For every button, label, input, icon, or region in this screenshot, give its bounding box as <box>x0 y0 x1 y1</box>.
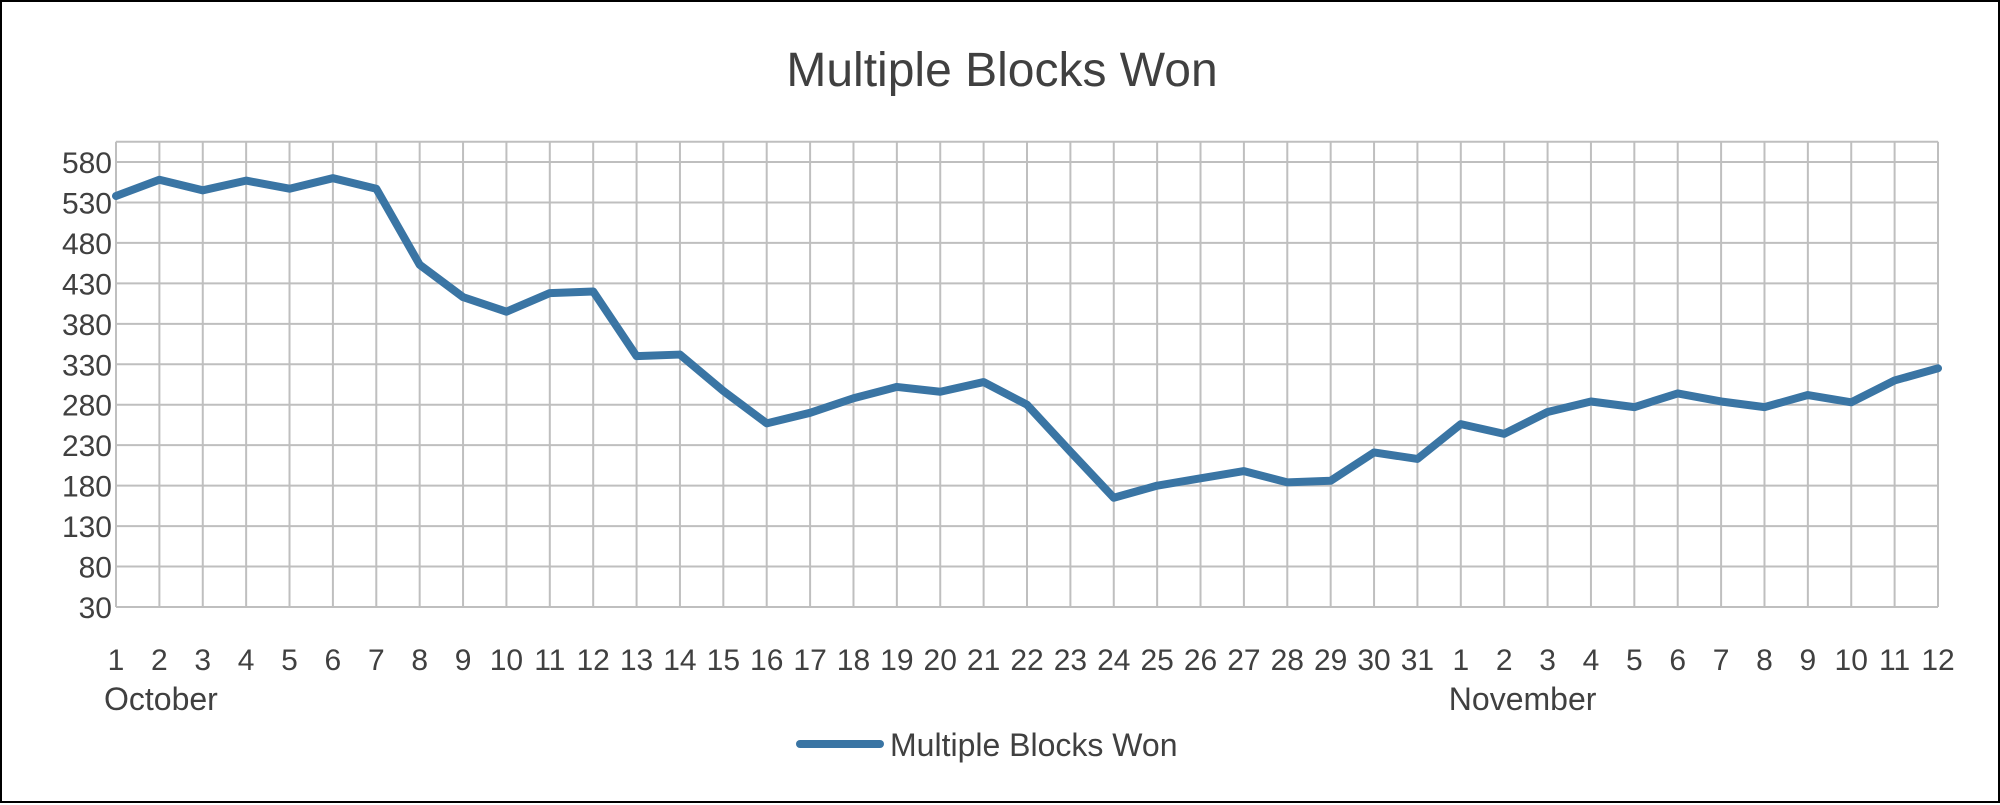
y-tick-label: 380 <box>62 309 112 342</box>
y-tick-label: 180 <box>62 471 112 504</box>
y-tick-label: 580 <box>62 147 112 180</box>
x-tick-label: 20 <box>924 644 957 677</box>
x-tick-label: 12 <box>577 644 610 677</box>
x-tick-label: 16 <box>750 644 783 677</box>
x-tick-label: 3 <box>194 644 211 677</box>
x-tick-label: 10 <box>490 644 523 677</box>
x-tick-label: 7 <box>368 644 385 677</box>
x-tick-label: 10 <box>1835 644 1868 677</box>
x-tick-label: 15 <box>707 644 740 677</box>
x-tick-label: 25 <box>1140 644 1173 677</box>
x-tick-label: 8 <box>1756 644 1773 677</box>
chart-title: Multiple Blocks Won <box>786 44 1217 97</box>
x-tick-label: 29 <box>1314 644 1347 677</box>
x-tick-label: 27 <box>1227 644 1260 677</box>
x-tick-label: 30 <box>1357 644 1390 677</box>
series-line <box>112 174 1942 502</box>
x-tick-label: 22 <box>1010 644 1043 677</box>
y-tick-label: 430 <box>62 268 112 301</box>
y-tick-label: 480 <box>62 228 112 261</box>
x-tick-label: 14 <box>663 644 696 677</box>
x-tick-label: 24 <box>1097 644 1130 677</box>
x-tick-label: 28 <box>1271 644 1304 677</box>
x-tick-label: 11 <box>1879 644 1910 677</box>
legend-label: Multiple Blocks Won <box>890 727 1178 763</box>
y-tick-label: 30 <box>79 592 112 625</box>
x-tick-label: 5 <box>1626 644 1643 677</box>
y-axis-ticks: 30 80 130 180 230 280 330 380 430 480 530 580 <box>62 147 112 625</box>
x-tick-label: 11 <box>534 644 565 677</box>
x-tick-label: 31 <box>1401 644 1434 677</box>
x-axis-month-labels: October November <box>104 681 1597 717</box>
x-tick-label: 7 <box>1713 644 1730 677</box>
x-tick-label: 1 <box>108 644 125 677</box>
x-tick-label: 13 <box>620 644 653 677</box>
x-tick-label: 6 <box>325 644 342 677</box>
x-tick-label: 5 <box>281 644 298 677</box>
series-layer <box>112 174 1942 502</box>
x-tick-label: 8 <box>411 644 428 677</box>
x-group-label: October <box>104 681 218 717</box>
x-tick-label: 4 <box>238 644 255 677</box>
x-tick-label: 21 <box>967 644 1000 677</box>
x-group-label: November <box>1449 681 1597 717</box>
x-tick-label: 9 <box>1800 644 1817 677</box>
y-tick-label: 130 <box>62 511 112 544</box>
x-tick-label: 2 <box>151 644 168 677</box>
x-tick-label: 4 <box>1583 644 1600 677</box>
x-tick-label: 23 <box>1054 644 1087 677</box>
x-tick-label: 18 <box>837 644 870 677</box>
x-tick-label: 2 <box>1496 644 1513 677</box>
x-tick-label: 12 <box>1921 644 1954 677</box>
x-tick-label: 9 <box>455 644 472 677</box>
x-tick-label: 6 <box>1669 644 1686 677</box>
x-tick-label: 19 <box>880 644 913 677</box>
y-tick-label: 530 <box>62 187 112 220</box>
y-tick-label: 330 <box>62 349 112 382</box>
y-tick-label: 80 <box>79 552 112 585</box>
y-tick-label: 230 <box>62 430 112 463</box>
x-tick-label: 17 <box>793 644 826 677</box>
x-axis-ticks: 1 2 3 4 5 6 7 8 9 10 11 12 13 14 15 16 17 18 19 20 21 22 23 24 2… <box>108 644 1955 677</box>
legend: Multiple Blocks Won <box>796 727 1178 763</box>
x-tick-label: 1 <box>1452 644 1469 677</box>
gridlines <box>115 140 1939 608</box>
x-tick-label: 26 <box>1184 644 1217 677</box>
y-tick-label: 280 <box>62 390 112 423</box>
x-tick-label: 3 <box>1539 644 1556 677</box>
